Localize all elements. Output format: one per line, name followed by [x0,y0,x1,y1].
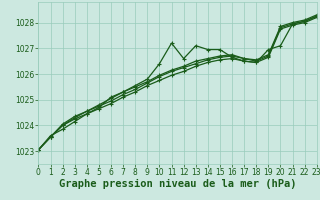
X-axis label: Graphe pression niveau de la mer (hPa): Graphe pression niveau de la mer (hPa) [59,179,296,189]
